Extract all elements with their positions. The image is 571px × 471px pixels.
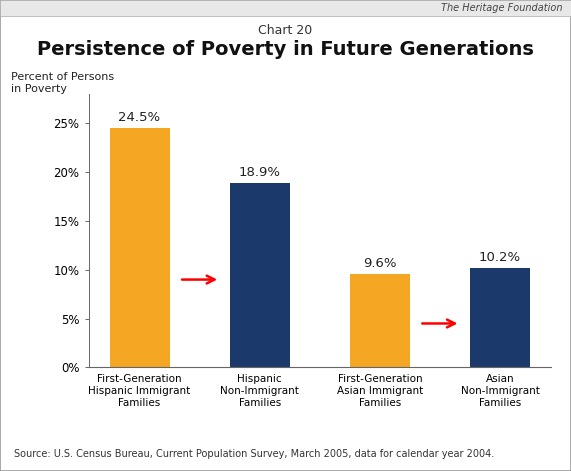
Text: Chart 20: Chart 20: [258, 24, 313, 37]
Bar: [230, 183, 289, 367]
Text: 10.2%: 10.2%: [479, 251, 521, 264]
Text: in Poverty: in Poverty: [11, 84, 67, 94]
Text: Percent of Persons: Percent of Persons: [11, 73, 115, 82]
Text: The Heritage Foundation: The Heritage Foundation: [441, 3, 562, 14]
Text: 18.9%: 18.9%: [239, 166, 281, 179]
Bar: [110, 129, 170, 367]
Text: 24.5%: 24.5%: [119, 112, 160, 124]
Bar: [470, 268, 530, 367]
Text: Source: U.S. Census Bureau, Current Population Survey, March 2005, data for cale: Source: U.S. Census Bureau, Current Popu…: [14, 449, 494, 459]
Bar: [350, 274, 410, 367]
Text: 9.6%: 9.6%: [363, 257, 397, 270]
Text: Persistence of Poverty in Future Generations: Persistence of Poverty in Future Generat…: [37, 40, 534, 59]
